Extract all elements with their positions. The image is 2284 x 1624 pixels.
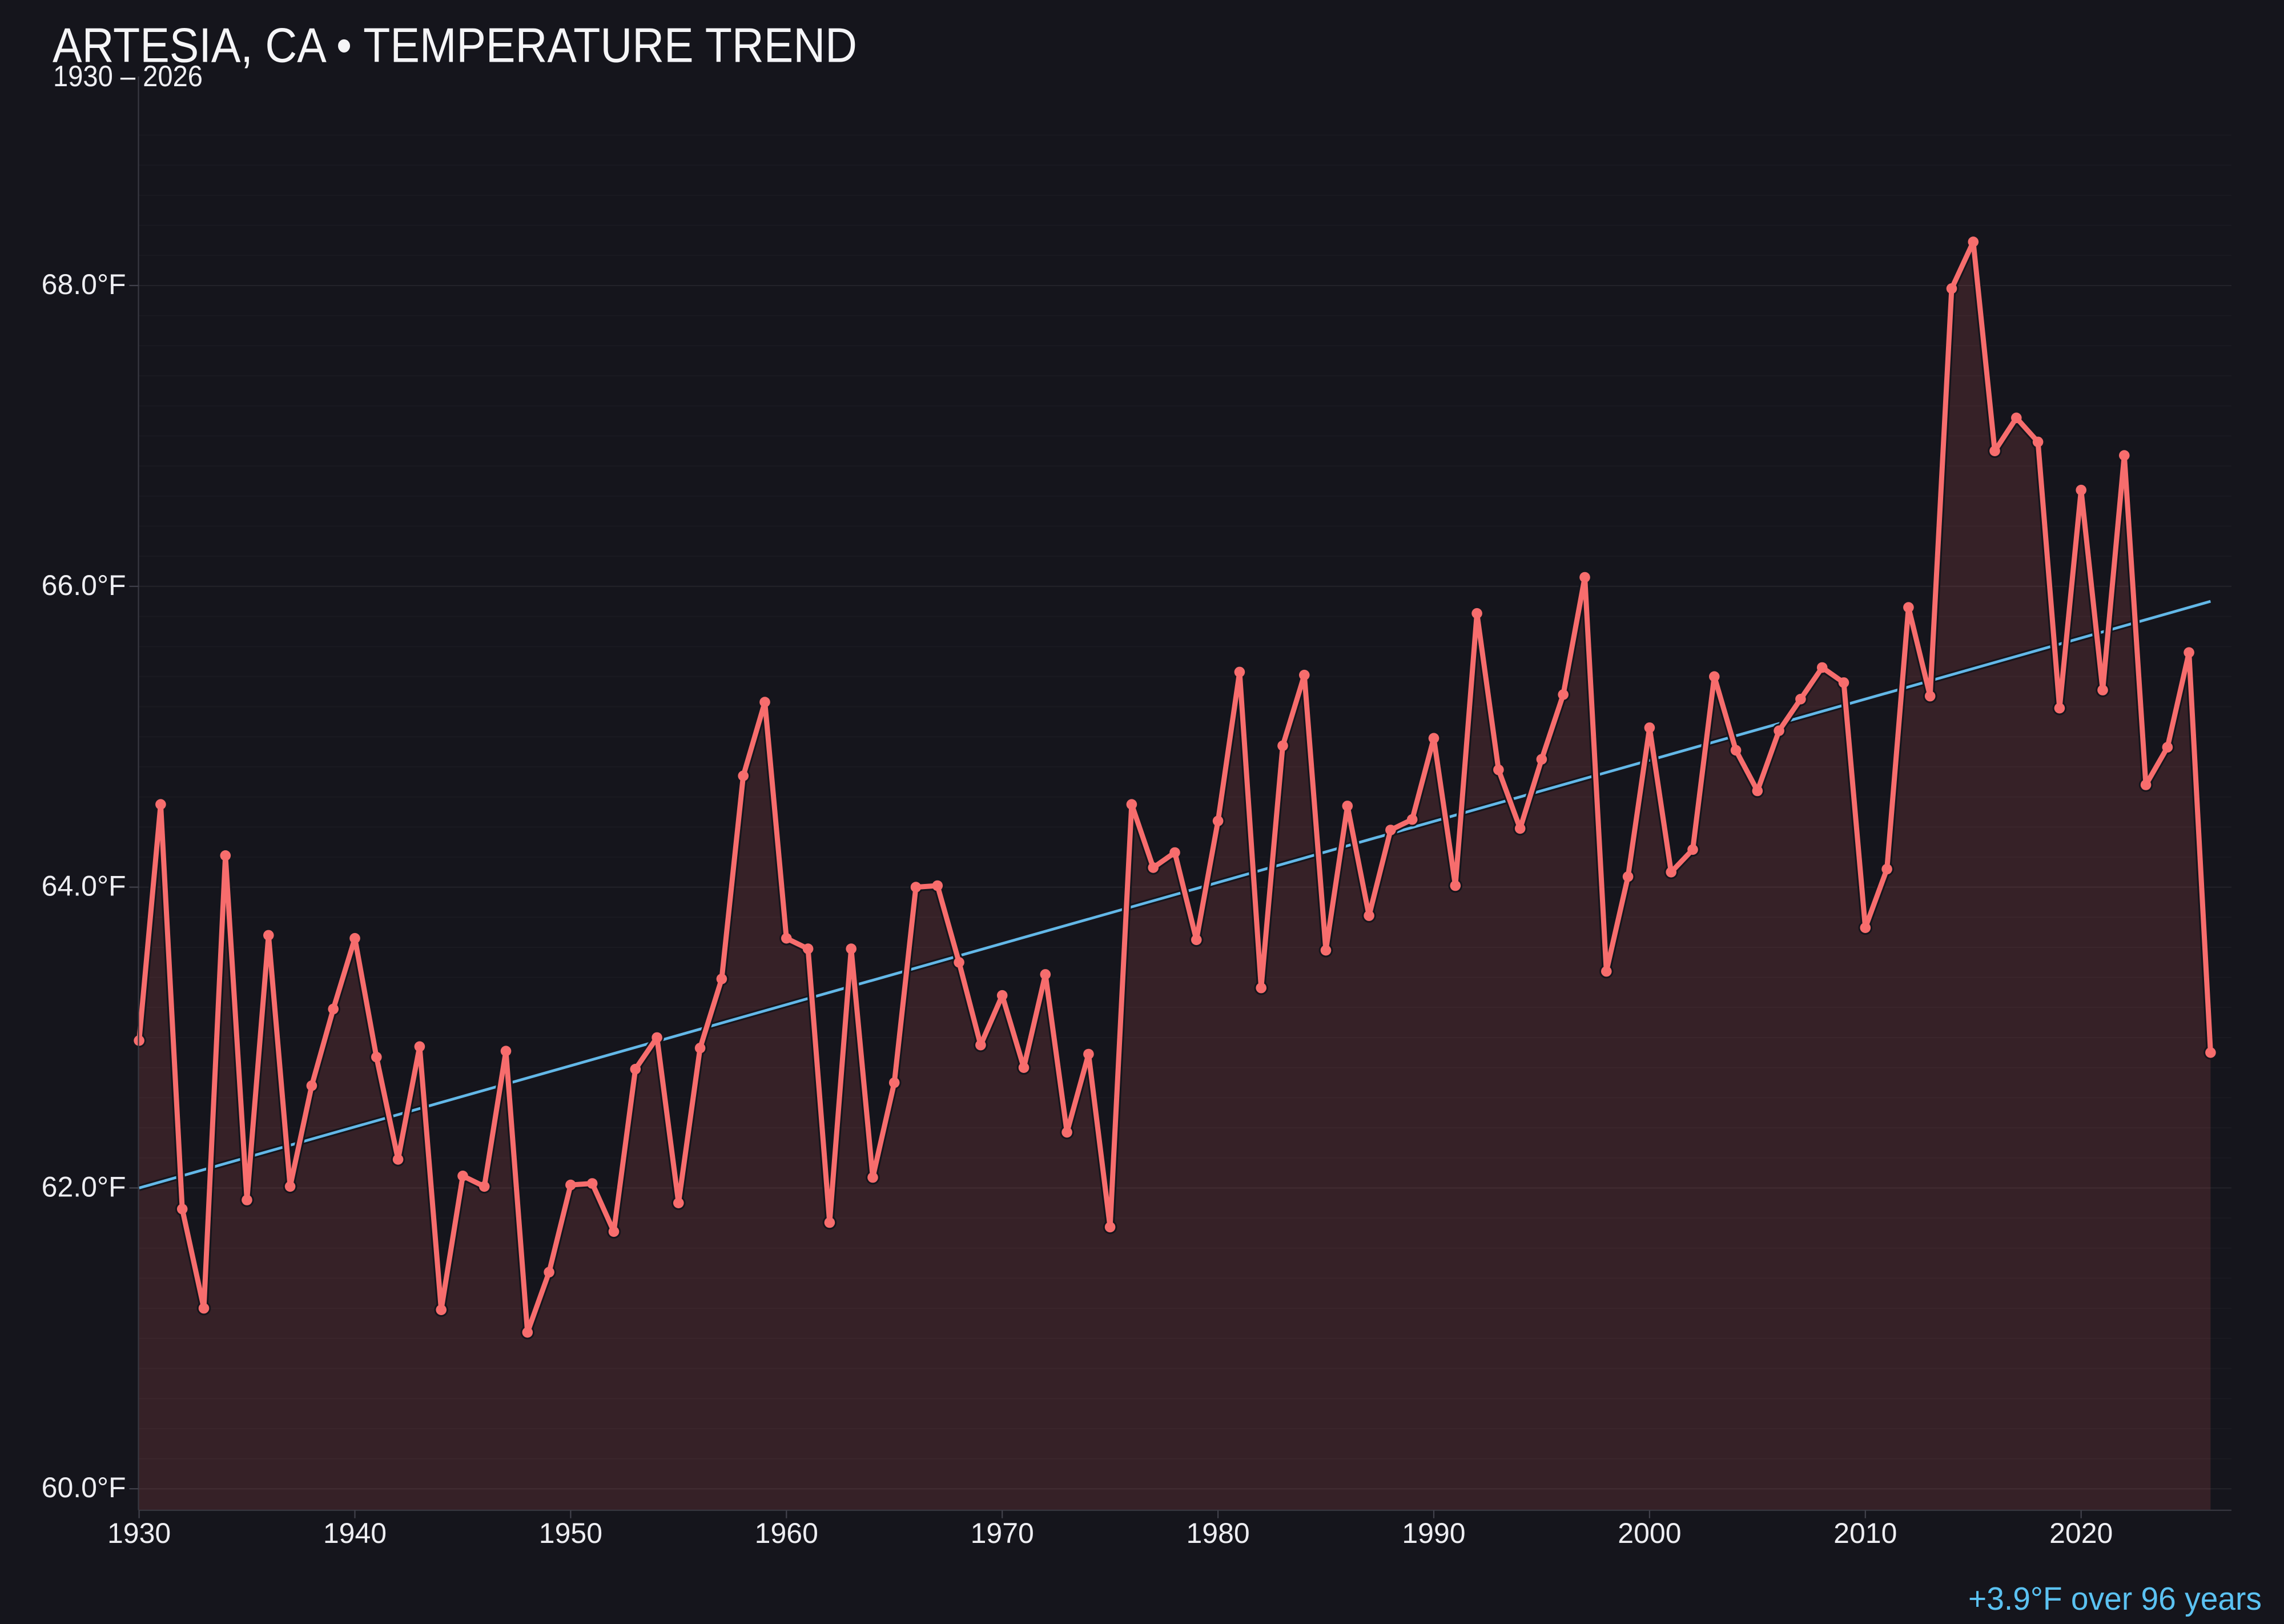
svg-text:1990: 1990	[1402, 1517, 1465, 1549]
svg-text:1960: 1960	[755, 1517, 818, 1549]
svg-text:64.0°F: 64.0°F	[42, 870, 126, 902]
svg-text:2020: 2020	[2049, 1517, 2113, 1549]
svg-text:1950: 1950	[539, 1517, 602, 1549]
svg-text:66.0°F: 66.0°F	[42, 569, 126, 601]
svg-text:68.0°F: 68.0°F	[42, 268, 126, 300]
svg-text:+3.9°F over 96 years: +3.9°F over 96 years	[1968, 1581, 2262, 1617]
svg-text:1940: 1940	[323, 1517, 387, 1549]
svg-text:2000: 2000	[1618, 1517, 1681, 1549]
svg-text:60.0°F: 60.0°F	[42, 1472, 126, 1504]
svg-text:1930: 1930	[107, 1517, 171, 1549]
svg-text:2010: 2010	[1833, 1517, 1897, 1549]
svg-text:1970: 1970	[971, 1517, 1034, 1549]
svg-text:1930 – 2026: 1930 – 2026	[53, 60, 203, 93]
svg-text:1980: 1980	[1186, 1517, 1249, 1549]
svg-text:62.0°F: 62.0°F	[42, 1171, 126, 1203]
svg-text:ARTESIA, CA • TEMPERATURE TREN: ARTESIA, CA • TEMPERATURE TREND	[53, 19, 857, 73]
